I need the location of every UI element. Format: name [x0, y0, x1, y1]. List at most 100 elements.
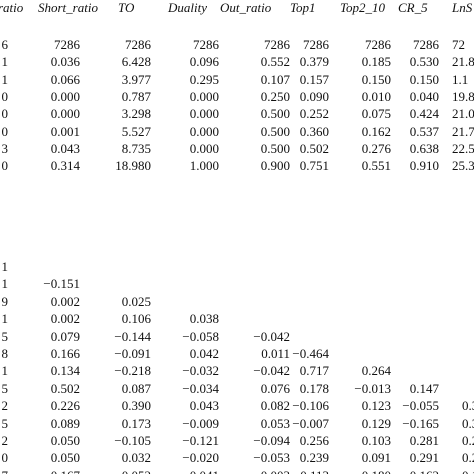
- table-cell: 0.036: [50, 54, 80, 70]
- table-cell: 0.000: [189, 88, 219, 104]
- correlation-cell: 0: [1, 450, 9, 466]
- table-cell: 22.5: [452, 140, 474, 156]
- table-cell: 7286: [413, 37, 439, 52]
- table-cell: 0: [1, 158, 9, 174]
- table-cell: 0.096: [189, 54, 219, 70]
- table-cell: 0.424: [409, 106, 439, 122]
- correlation-cell: −0.052: [114, 468, 151, 474]
- correlation-cell: 0.226: [50, 398, 80, 414]
- column-header: LnS: [452, 0, 473, 15]
- table-cell: 3.977: [121, 71, 151, 87]
- table-cell: 0.910: [409, 158, 439, 174]
- correlation-cell: 0.002: [50, 293, 80, 309]
- correlation-cell: 0.239: [299, 450, 329, 466]
- table-cell: 0.360: [299, 123, 329, 139]
- column-header: ratio: [0, 0, 24, 15]
- correlation-cell: 0.042: [189, 346, 219, 361]
- table-cell: 7286: [365, 37, 391, 52]
- column-header: Top1: [290, 0, 316, 15]
- table-cell: 0.276: [361, 140, 391, 156]
- correlation-cell: −0.058: [182, 328, 219, 344]
- correlation-cell: −0.053: [253, 450, 290, 466]
- correlation-cell: −0.041: [182, 468, 219, 474]
- table-cell: 0.900: [260, 158, 290, 174]
- table-cell: 6: [1, 37, 9, 52]
- correlation-cell: 0.717: [299, 363, 329, 379]
- table-cell: 21.7: [452, 123, 474, 139]
- correlation-cell: 0.173: [121, 415, 151, 431]
- table-cell: 0.500: [260, 123, 290, 139]
- table-cell: 0.537: [409, 123, 439, 139]
- correlation-cell: 0.087: [121, 380, 151, 396]
- table-cell: 0.010: [361, 88, 391, 104]
- correlation-cell: 0.050: [50, 450, 80, 466]
- column-header: Duality: [168, 0, 207, 15]
- table-cell: 0: [1, 88, 9, 104]
- correlation-cell: 1: [1, 311, 9, 327]
- table-cell: 0.787: [121, 88, 151, 104]
- table-cell: 0.150: [361, 71, 391, 87]
- correlation-cell: 5: [1, 380, 9, 396]
- table-cell: 6.428: [121, 54, 151, 70]
- correlation-cell: 0.079: [50, 328, 80, 344]
- column-header: TO: [118, 0, 135, 15]
- correlation-cell: 0.291: [409, 450, 439, 466]
- correlation-cell: 0.089: [50, 415, 80, 431]
- table-cell: 0.250: [260, 88, 290, 104]
- correlation-cell: 1: [1, 259, 9, 274]
- correlation-cell: 7: [2, 468, 9, 474]
- correlation-cell: 0.038: [189, 311, 219, 327]
- table-cell: 0.040: [409, 88, 439, 104]
- table-cell: 7286: [193, 37, 219, 52]
- correlation-cell: 0.106: [121, 311, 151, 327]
- table-cell: 1.1: [452, 71, 469, 87]
- table-cell: 0.530: [409, 54, 439, 70]
- correlation-cell: 0.147: [409, 380, 439, 396]
- table-cell: 0.107: [260, 71, 290, 87]
- correlation-cell: −0.007: [292, 415, 329, 431]
- correlation-cell: −0.165: [402, 415, 439, 431]
- correlation-cell: 0.053: [260, 415, 290, 431]
- table-cell: 19.8: [452, 88, 474, 104]
- table-cell: 0.043: [50, 140, 80, 156]
- correlation-cell: 0.025: [121, 293, 151, 309]
- correlation-cell: 0.134: [50, 363, 80, 379]
- correlation-cell: −0.094: [253, 433, 290, 448]
- table-cell: 0: [1, 123, 9, 139]
- correlation-cell: 1: [1, 276, 9, 292]
- correlation-cell: 0.129: [361, 415, 391, 431]
- correlation-cell: 0.162: [410, 468, 439, 474]
- table-cell: 0.500: [260, 140, 290, 156]
- correlation-cell: 0.032: [121, 450, 151, 466]
- correlation-cell: −0.020: [182, 450, 219, 466]
- table-cell: 1: [1, 71, 9, 87]
- correlation-cell: 0.2: [462, 450, 474, 466]
- correlation-cell: 0.264: [361, 363, 391, 379]
- correlation-cell: −0.055: [402, 398, 439, 414]
- table-cell: 0.638: [409, 140, 439, 156]
- correlation-cell: −0.218: [114, 363, 151, 379]
- correlation-cell: 0.390: [121, 398, 151, 414]
- table-cell: 0.000: [50, 88, 80, 104]
- correlation-cell: 0.2: [462, 433, 474, 448]
- table-cell: 0.500: [260, 106, 290, 122]
- correlation-cell: −0.144: [114, 328, 151, 344]
- table-cell: 7286: [125, 37, 151, 52]
- table-cell: 0.090: [299, 88, 329, 104]
- table-cell: 1: [1, 54, 9, 70]
- correlation-cell: −0.042: [253, 328, 290, 344]
- correlation-cell: −0.042: [253, 363, 290, 379]
- table-cell: 0.551: [361, 158, 391, 174]
- table-cell: 72: [452, 37, 465, 52]
- correlation-cell: −0.013: [354, 380, 391, 396]
- table-cell: 7286: [303, 37, 329, 52]
- correlation-cell: 2: [1, 398, 9, 414]
- correlation-cell: 8: [1, 346, 9, 361]
- table-cell: 0.150: [409, 71, 439, 87]
- correlation-cell: 1: [1, 363, 9, 379]
- correlation-cell: 9: [1, 293, 9, 309]
- table-cell: 0: [1, 106, 9, 122]
- correlation-cell: −0.121: [182, 433, 219, 448]
